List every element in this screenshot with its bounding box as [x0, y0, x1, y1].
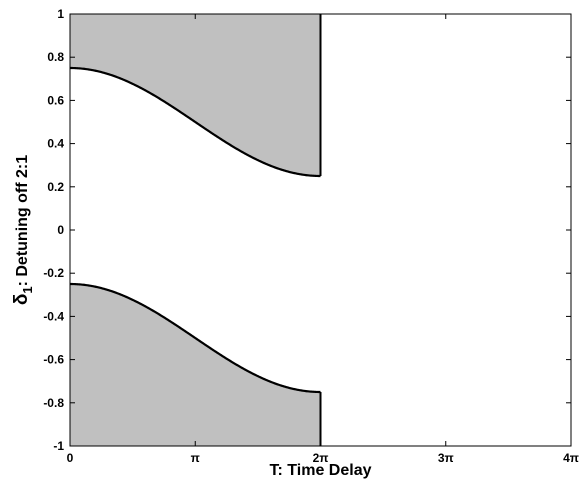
fill-region-2	[70, 284, 321, 446]
y-tick-label: 0	[57, 223, 64, 237]
x-tick-label: 0	[67, 451, 74, 465]
y-axis-label-sub: 1	[20, 286, 35, 293]
x-tick-labels: 0 π 2π 3π 4π	[67, 451, 579, 465]
x-tick-label: π	[191, 451, 200, 465]
series-lines	[70, 14, 322, 446]
y-tick-labels: 1 0.8 0.6 0.4 0.2 0 -0.2 -0.4 -0.6 -0.8 -1	[43, 7, 64, 453]
y-tick-label: 0.4	[47, 137, 64, 151]
y-tick-label: 0.2	[47, 180, 64, 194]
x-tick-label: 2π	[313, 451, 329, 465]
fill-region-1	[70, 14, 321, 176]
boundary-curve-1	[70, 66, 321, 178]
y-tick-label: 1	[57, 7, 64, 21]
axis-ticks	[69, 13, 572, 447]
y-axis-label-main: δ	[11, 294, 32, 306]
x-tick-label: 3π	[438, 451, 454, 465]
y-tick-label: -0.6	[43, 353, 64, 367]
y-tick-label: -0.2	[43, 266, 64, 280]
y-tick-label: -1	[53, 439, 64, 453]
fill-regions	[70, 14, 321, 446]
x-axis-label: T: Time Delay	[270, 462, 372, 479]
boundary-curve-2	[70, 282, 321, 394]
y-tick-label: -0.8	[43, 396, 64, 410]
x-tick-label: 4π	[563, 451, 579, 465]
y-axis-label-rest: : Detuning off 2:1	[14, 155, 31, 287]
y-tick-label: 0.6	[47, 93, 64, 107]
y-axis-label: δ1: Detuning off 2:1	[11, 155, 35, 305]
y-tick-label: -0.4	[43, 309, 64, 323]
y-tick-label: 0.8	[47, 50, 64, 64]
